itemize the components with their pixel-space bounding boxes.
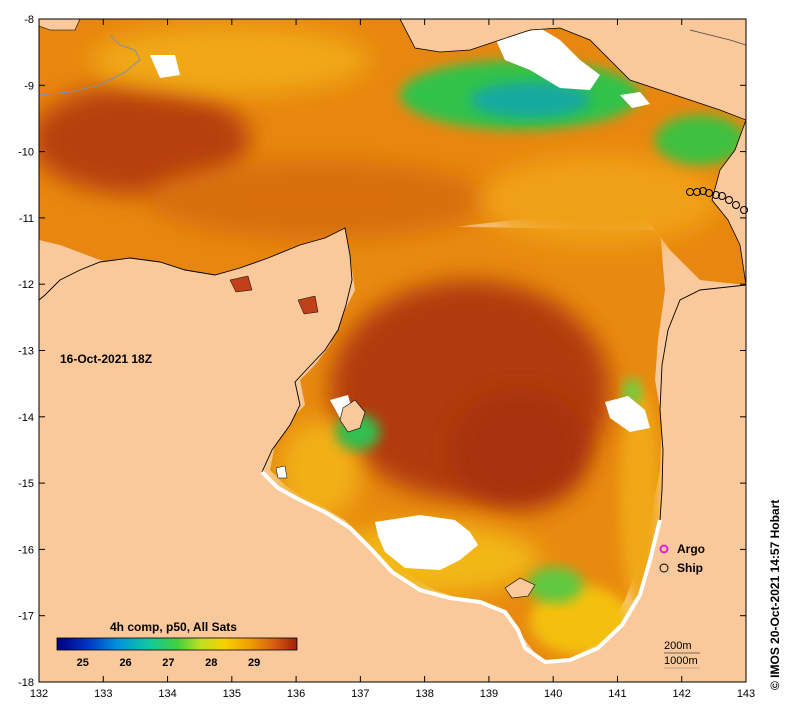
cool-patch-south-bay [527,567,583,603]
y-tick-label: -12 [18,279,34,291]
colorbar: 4h comp, p50, All Sats 25 26 27 28 29 [56,620,298,669]
x-tick-label: 137 [351,688,369,700]
coastal-cool-west [280,420,360,520]
y-tick-label: -10 [18,147,34,159]
cloud-ne [620,92,650,108]
x-tick-label: 132 [30,688,48,700]
timestamp-label: 16-Oct-2021 18Z [60,352,152,366]
island-mornington [504,577,536,599]
colorbar-ticks: 25 26 27 28 29 [77,657,261,669]
river-northeast [689,29,746,46]
x-tick-label: 135 [223,688,241,700]
y-tick-label: -8 [24,14,34,26]
y-tick-label: -16 [18,544,34,556]
y-tick-label: -14 [18,412,34,424]
cool-patch-northeast [655,115,745,165]
ship-track [686,187,748,214]
x-axis: 132 133 134 135 136 137 138 139 140 141 142 143 [30,19,755,700]
cloud-south-gulf [375,515,478,570]
depth-legend: 200m 1000m [664,640,700,669]
ship-legend-label: Ship [677,561,703,575]
x-tick-label: 141 [608,688,626,700]
warm-core-south [450,390,590,510]
x-tick-label: 133 [94,688,112,700]
cloud-north [496,28,600,90]
colorbar-tick-label: 28 [205,657,217,669]
warm-core-mid [150,160,490,240]
island-west [275,465,288,479]
island-bay-small [229,275,253,293]
cloud-north-small [150,55,180,78]
colorbar-title: 4h comp, p50, All Sats [110,620,237,634]
y-tick-label: -11 [19,213,34,225]
x-tick-label: 143 [737,688,755,700]
cloud-east-gulf [605,396,650,432]
colorbar-gradient [56,637,298,651]
cooler-patch-ne [480,155,720,245]
river-north [39,34,141,96]
cool-patch-north-teal [470,82,590,118]
colorbar-tick-label: 26 [119,657,131,669]
colorbar-tick-label: 25 [77,657,89,669]
warm-core-west [39,85,250,195]
argo-legend-marker [659,544,669,554]
legend: Argo Ship [659,542,705,575]
y-tick-label: -15 [18,478,34,490]
y-tick-label: -13 [18,346,34,358]
land-island-north [39,19,81,31]
land-cape-york [711,119,746,286]
colorbar-tick-label: 29 [248,657,260,669]
x-tick-label: 134 [158,688,176,700]
y-tick-label: -9 [24,80,34,92]
cooler-patch-nw [90,25,370,95]
coastline-fringe [260,470,662,665]
x-tick-label: 142 [673,688,691,700]
island-north-small [297,295,319,315]
land-new-guinea [399,19,746,121]
depth-contour-200m: 200m [664,640,692,652]
island-groote [339,399,366,433]
x-tick-label: 140 [544,688,562,700]
x-tick-label: 136 [287,688,305,700]
x-tick-label: 138 [415,688,433,700]
credit-label: © IMOS 20-Oct-2021 14:57 Hobart [768,500,782,690]
x-tick-label: 139 [480,688,498,700]
depth-contour-1000m: 1000m [664,655,698,667]
ship-legend-marker [659,563,669,573]
y-axis: -8 -9 -10 -11 -12 -13 -14 -15 -16 -17 -18 [18,14,746,689]
y-tick-label: -17 [18,611,34,623]
colorbar-tick-label: 27 [162,657,174,669]
y-tick-label: -18 [18,677,34,689]
argo-legend-label: Argo [677,542,705,556]
